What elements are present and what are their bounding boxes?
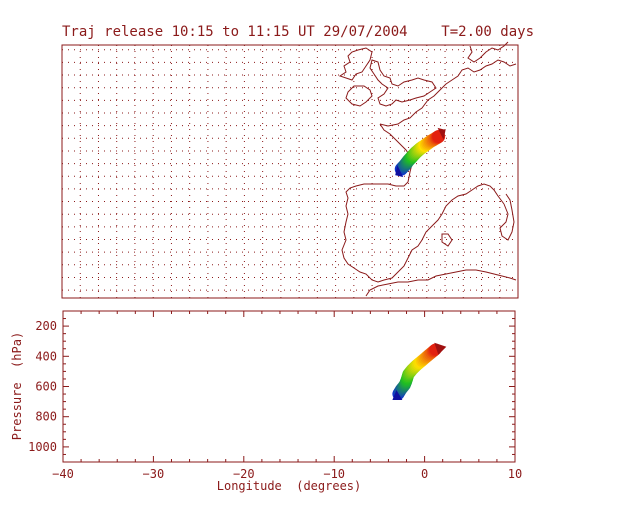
figure-title: Traj release 10:15 to 11:15 UT 29/07/200… [62,24,534,40]
map-trajectory [394,127,446,178]
coastline-scandinavia [467,41,509,63]
map-panel [61,41,519,299]
vertical-frame [62,310,516,463]
coastlines [338,41,517,297]
vertical-trajectory [392,342,447,401]
x-tick-label: −40 [52,467,74,481]
x-tick-label: −30 [143,467,165,481]
x-axis-label: Longitude (degrees) [217,479,362,493]
y-tick-label: 400 [35,349,57,363]
coastline-europe-north [379,59,517,127]
x-axis-ticks: −40 −30 −20 −10 0 10 [52,311,522,481]
y-tick-label: 600 [35,380,57,394]
vertical-trajectory-head [434,342,447,355]
y-tick-label: 800 [35,410,57,424]
coastline-ireland [345,85,373,107]
vertical-panel: −40 −30 −20 −10 0 10 200 400 600 800 1000 Longitu… [10,310,522,493]
x-tick-label: 0 [421,467,428,481]
coastline-sardinia [441,233,453,247]
x-tick-label: 10 [508,467,522,481]
map-trajectory-tail [395,165,404,178]
x-tick-label: −20 [233,467,255,481]
coastline-north-africa [365,269,517,297]
map-frame [61,44,519,299]
map-grid [62,45,519,298]
y-axis-ticks: 200 400 600 800 1000 [28,318,515,463]
map-trajectory-head [437,127,446,140]
y-tick-label: 1000 [28,440,57,454]
x-tick-label: −10 [323,467,345,481]
vertical-trajectory-tail [392,390,403,401]
coastline-italy [499,193,515,241]
coastline-britain [338,47,437,107]
y-tick-label: 200 [35,319,57,333]
y-axis-label: Pressure (hPa) [10,332,24,440]
coastline-iberia [341,123,505,283]
